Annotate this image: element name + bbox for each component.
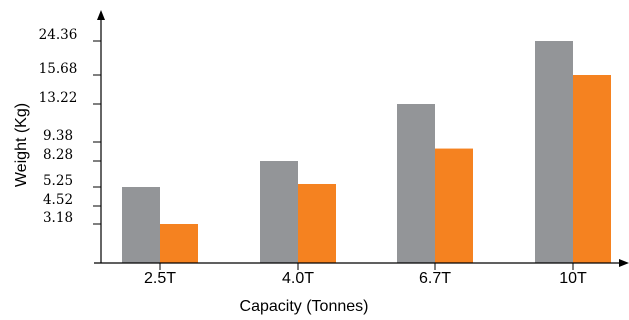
x-tick-label: 4.0T: [282, 270, 314, 287]
x-tick-group: 2.5T 4.0T 6.7T 10T: [144, 263, 587, 287]
y-tick-label: 4.52: [43, 192, 73, 208]
y-tick-group: 24.36 15.68 13.22 9.38 8.28 5.25 4.52 3.18: [39, 27, 101, 226]
y-axis-arrow: [97, 10, 105, 20]
bars-group: [122, 41, 611, 263]
x-tick-label: 2.5T: [144, 270, 176, 287]
y-tick-label: 13.22: [39, 90, 78, 106]
x-tick-label: 10T: [559, 270, 587, 287]
bar-series-2-6-7t: [435, 148, 473, 263]
x-tick-label: 6.7T: [419, 270, 451, 287]
bar-series-1-2-5t: [122, 187, 160, 263]
y-tick-label: 15.68: [39, 61, 78, 77]
y-axis-title: Weight (Kg): [13, 103, 30, 187]
bar-series-2-4-0t: [298, 183, 336, 263]
y-tick-label: 3.18: [43, 210, 73, 226]
x-axis-title: Capacity (Tonnes): [240, 298, 369, 315]
bar-series-2-10t: [573, 75, 611, 263]
x-axis-arrow: [619, 259, 629, 267]
y-tick-label: 8.28: [43, 147, 73, 163]
bar-series-1-10t: [535, 41, 573, 263]
bar-series-1-6-7t: [397, 104, 435, 263]
y-tick-label: 9.38: [43, 128, 73, 144]
bar-series-1-4-0t: [260, 161, 298, 263]
y-tick-label: 24.36: [39, 27, 78, 43]
y-tick-label: 5.25: [43, 173, 73, 189]
bar-series-2-2-5t: [160, 224, 198, 263]
